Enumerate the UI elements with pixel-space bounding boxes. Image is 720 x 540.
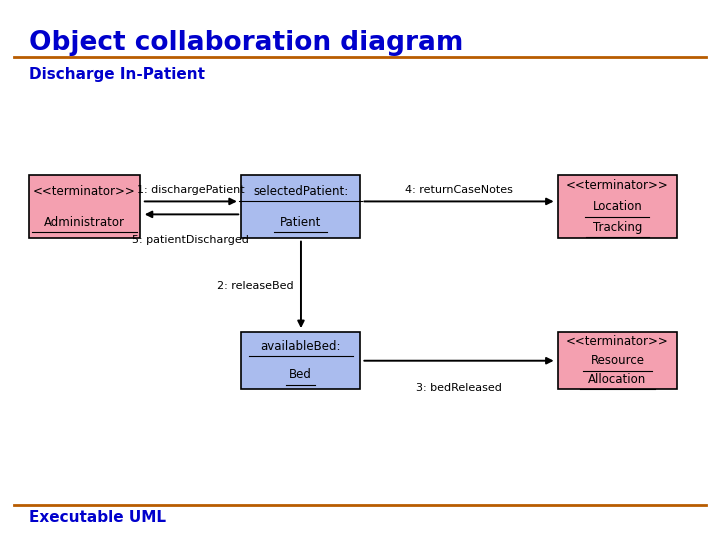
Text: availableBed:: availableBed: [261, 340, 341, 353]
Point [282, 381, 290, 388]
Point [581, 234, 590, 240]
Bar [29, 176, 140, 238]
Point [578, 367, 587, 374]
Text: 2: releaseBed: 2: releaseBed [217, 281, 294, 291]
Point [348, 353, 357, 360]
Bar [241, 332, 360, 389]
Point [235, 198, 243, 204]
Point [581, 213, 590, 220]
Bar [558, 332, 677, 389]
Text: <<terminator>>: <<terminator>> [566, 179, 669, 192]
Point [645, 234, 654, 240]
Text: 3: bedReleased: 3: bedReleased [415, 383, 502, 394]
Text: 1: dischargePatient: 1: dischargePatient [137, 185, 245, 195]
Point [358, 198, 366, 204]
Text: 5: patientDischarged: 5: patientDischarged [132, 235, 249, 246]
Text: <<terminator>>: <<terminator>> [566, 335, 669, 348]
Text: Object collaboration diagram: Object collaboration diagram [29, 30, 463, 56]
Point [269, 229, 278, 235]
Text: Bed: Bed [289, 368, 312, 381]
Point [323, 229, 332, 235]
Text: Tracking: Tracking [593, 221, 642, 234]
Text: 4: returnCaseNotes: 4: returnCaseNotes [405, 185, 513, 195]
Point [132, 229, 141, 235]
Text: selectedPatient:: selectedPatient: [253, 185, 348, 198]
Text: Allocation: Allocation [588, 373, 647, 386]
Bar [241, 176, 360, 238]
Point [311, 381, 320, 388]
Text: <<terminator>>: <<terminator>> [33, 185, 136, 198]
Point [28, 229, 37, 235]
Text: Location: Location [593, 200, 642, 213]
Text: Resource: Resource [590, 354, 644, 367]
Text: Administrator: Administrator [44, 215, 125, 228]
Point [575, 386, 584, 393]
Point [648, 367, 657, 374]
Bar [558, 176, 677, 238]
Point [244, 353, 253, 360]
Point [645, 213, 654, 220]
Text: Patient: Patient [280, 215, 321, 228]
Point [651, 386, 660, 393]
Text: Executable UML: Executable UML [29, 510, 166, 525]
Text: Discharge In-Patient: Discharge In-Patient [29, 68, 204, 83]
